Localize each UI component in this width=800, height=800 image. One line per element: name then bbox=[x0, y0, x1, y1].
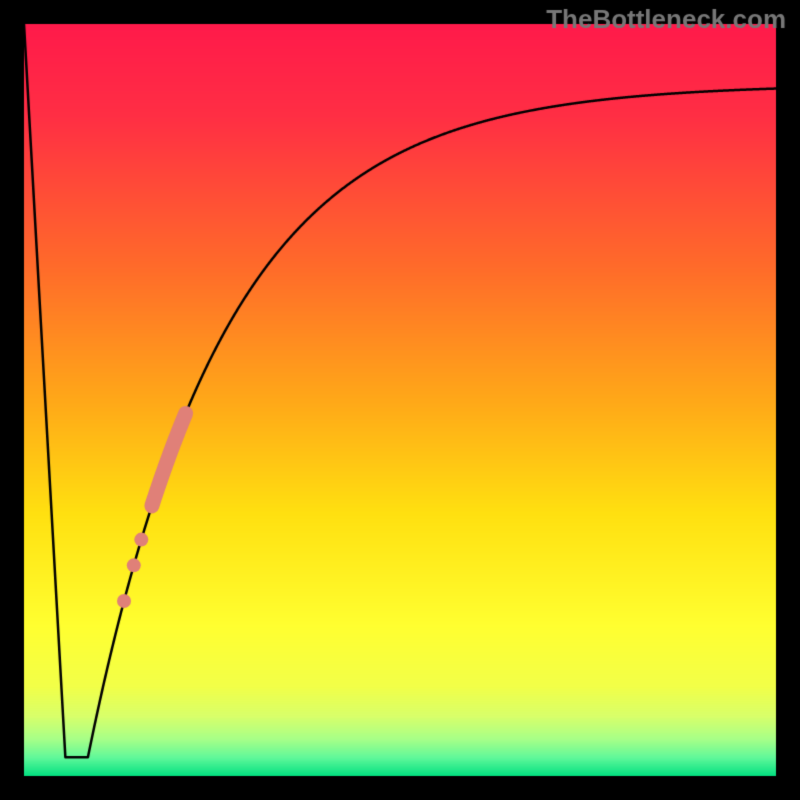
bottleneck-chart bbox=[0, 0, 800, 800]
